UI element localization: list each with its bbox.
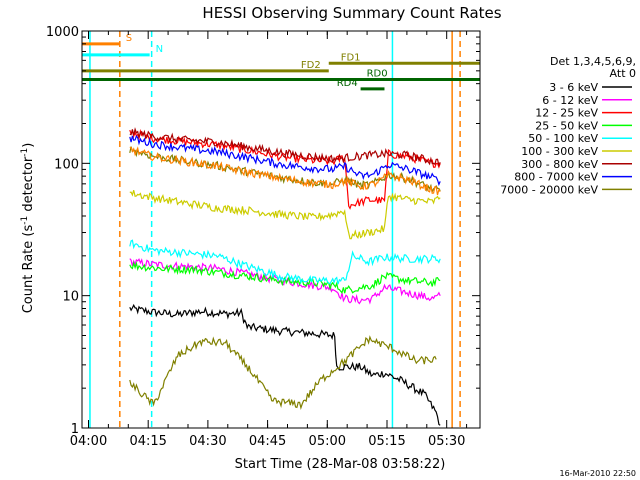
legend-label-8: 7000 - 20000 keV [500,183,598,196]
series-line-3 [129,260,441,294]
series-line-10 [129,335,437,410]
legend-header-line1: Det 1,3,4,5,6,9, [550,55,636,68]
legend-label-3: 25 - 50 keV [535,119,598,132]
series-line-4 [129,239,441,285]
flag-label-s: S [126,33,132,44]
series-line-5 [129,190,441,240]
axis-ticks: 04:00 04:15 04:30 04:45 05:00 05:15 05:30 1 10 10… [46,25,480,449]
y-axis-label-part3: ) [21,143,36,148]
x-tick-label-3: 04:45 [249,434,286,449]
x-tick-label-5: 05:15 [368,434,405,449]
series-line-1 [129,258,441,305]
flag-label-rd4: RD4 [337,78,358,89]
series-line-7 [129,134,441,187]
x-tick-label-6: 05:30 [428,434,465,449]
y-tick-label-1: 10 [62,290,79,305]
x-axis-label: Start Time (28-Mar-08 03:58:22) [235,457,446,472]
plot-frame [81,30,481,429]
y-axis-label-sup1: -1 [20,216,30,225]
legend-label-0: 3 - 6 keV [549,81,598,94]
generation-timestamp: 16-Mar-2010 22:50 [560,469,637,478]
chart-title: HESSI Observing Summary Count Rates [202,4,501,22]
flag-label-n: N [156,44,163,55]
y-tick-label-0: 1 [71,422,79,437]
legend-label-7: 800 - 7000 keV [514,171,598,184]
x-tick-label-2: 04:30 [189,434,226,449]
legend-label-1: 6 - 12 keV [542,94,598,107]
flag-label-fd1: FD1 [341,52,361,63]
y-axis-label-part1: Count Rate (s [21,225,36,314]
series-line-0 [129,303,441,426]
x-tick-label-4: 05:00 [309,434,346,449]
legend-label-4: 50 - 100 keV [528,132,598,145]
legend-label-2: 12 - 25 keV [535,107,598,120]
y-tick-label-2: 100 [54,157,79,172]
flag-label-fd2: FD2 [301,60,321,71]
legend-label-6: 300 - 800 keV [521,158,598,171]
flag-label-rd0: RD0 [367,69,388,80]
series-line-9 [129,146,441,196]
y-axis-label-sup2: -1 [20,148,30,157]
plot-layer: S N FD1 FD2 RD0 RD4 [82,31,480,428]
x-tick-label-0: 04:00 [70,434,107,449]
y-axis-label: Count Rate (s-1 detector-1) [20,143,36,314]
x-tick-label-1: 04:15 [129,434,166,449]
y-axis-label-part2: detector [21,156,36,216]
series-line-6 [129,127,441,167]
legend-header-line2: Att 0 [610,67,636,80]
y-tick-label-3: 1000 [46,25,79,40]
legend-label-5: 100 - 300 keV [521,145,598,158]
